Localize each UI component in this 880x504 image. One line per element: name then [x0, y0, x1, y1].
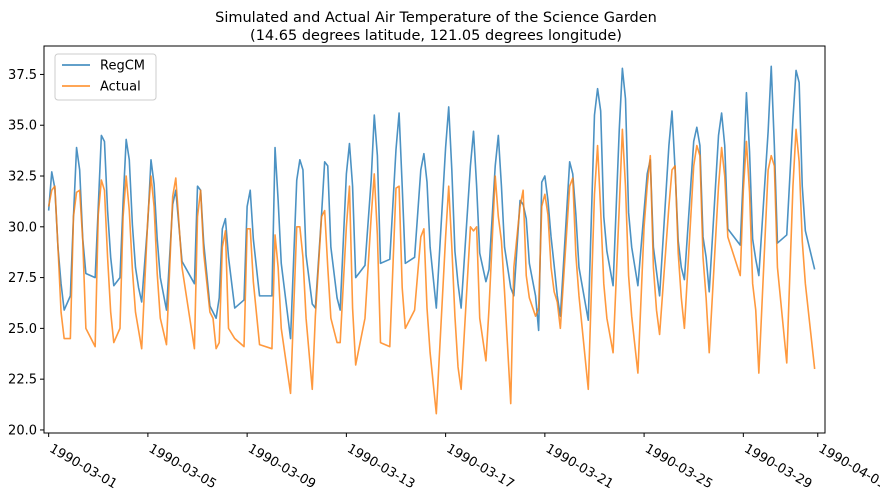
plot-series [47, 65, 816, 415]
legend: RegCM Actual [54, 53, 157, 101]
y-tick-label: 22.5 [8, 373, 37, 388]
y-tick-label: 27.5 [8, 271, 37, 286]
y-axis: 20.0 22.5 25.0 27.5 30.0 32.5 35.0 37.5 [8, 68, 44, 438]
plot-frame [43, 45, 826, 434]
chart-title: Simulated and Actual Air Temperature of … [215, 10, 657, 26]
y-tick-label: 30.0 [8, 220, 37, 235]
series-line-actual [47, 128, 816, 415]
legend-label-actual: Actual [100, 80, 141, 95]
y-tick-label: 32.5 [8, 170, 37, 185]
legend-label-regcm: RegCM [100, 59, 145, 74]
series-line-regcm [47, 65, 816, 340]
y-tick-label: 20.0 [8, 423, 37, 438]
y-tick-label: 25.0 [8, 322, 37, 337]
chart-subtitle: (14.65 degrees latitude, 121.05 degrees … [250, 28, 622, 44]
y-tick-label: 35.0 [8, 119, 37, 134]
y-tick-label: 37.5 [8, 68, 37, 83]
